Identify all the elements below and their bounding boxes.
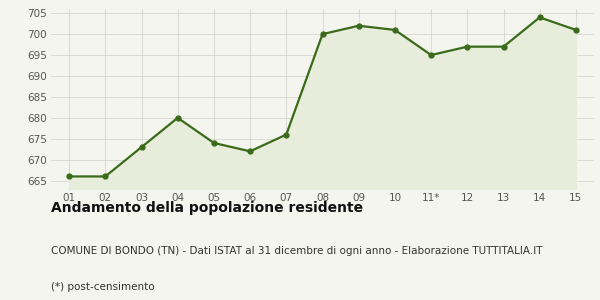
Text: (*) post-censimento: (*) post-censimento (51, 282, 155, 292)
Text: Andamento della popolazione residente: Andamento della popolazione residente (51, 201, 363, 215)
Text: COMUNE DI BONDO (TN) - Dati ISTAT al 31 dicembre di ogni anno - Elaborazione TUT: COMUNE DI BONDO (TN) - Dati ISTAT al 31 … (51, 246, 542, 256)
